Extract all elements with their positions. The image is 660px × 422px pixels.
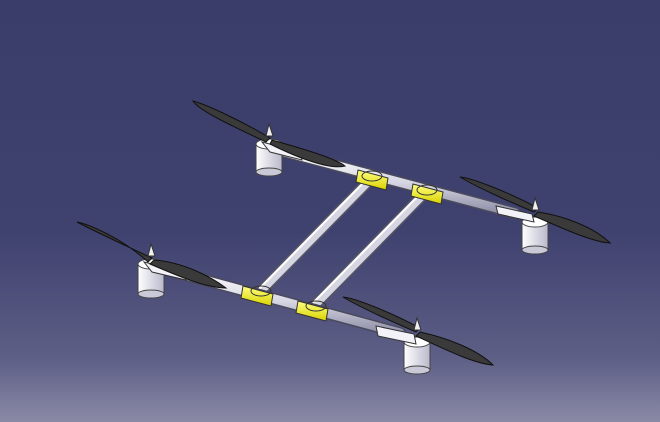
cross-tube-right[interactable] xyxy=(310,186,432,310)
clamp-back-left[interactable] xyxy=(355,169,389,191)
cross-tube-left[interactable] xyxy=(256,172,378,296)
motor-back-left[interactable] xyxy=(255,138,303,177)
propeller-front-right[interactable] xyxy=(342,296,495,366)
clamp-front-left[interactable] xyxy=(240,285,274,307)
propeller-front-left[interactable] xyxy=(76,221,228,289)
propeller-back-right[interactable] xyxy=(459,176,612,244)
motor-front-left[interactable] xyxy=(137,258,187,299)
propeller-back-left[interactable] xyxy=(191,100,347,168)
clamp-back-right[interactable] xyxy=(410,183,444,205)
clamp-front-right[interactable] xyxy=(295,300,329,322)
